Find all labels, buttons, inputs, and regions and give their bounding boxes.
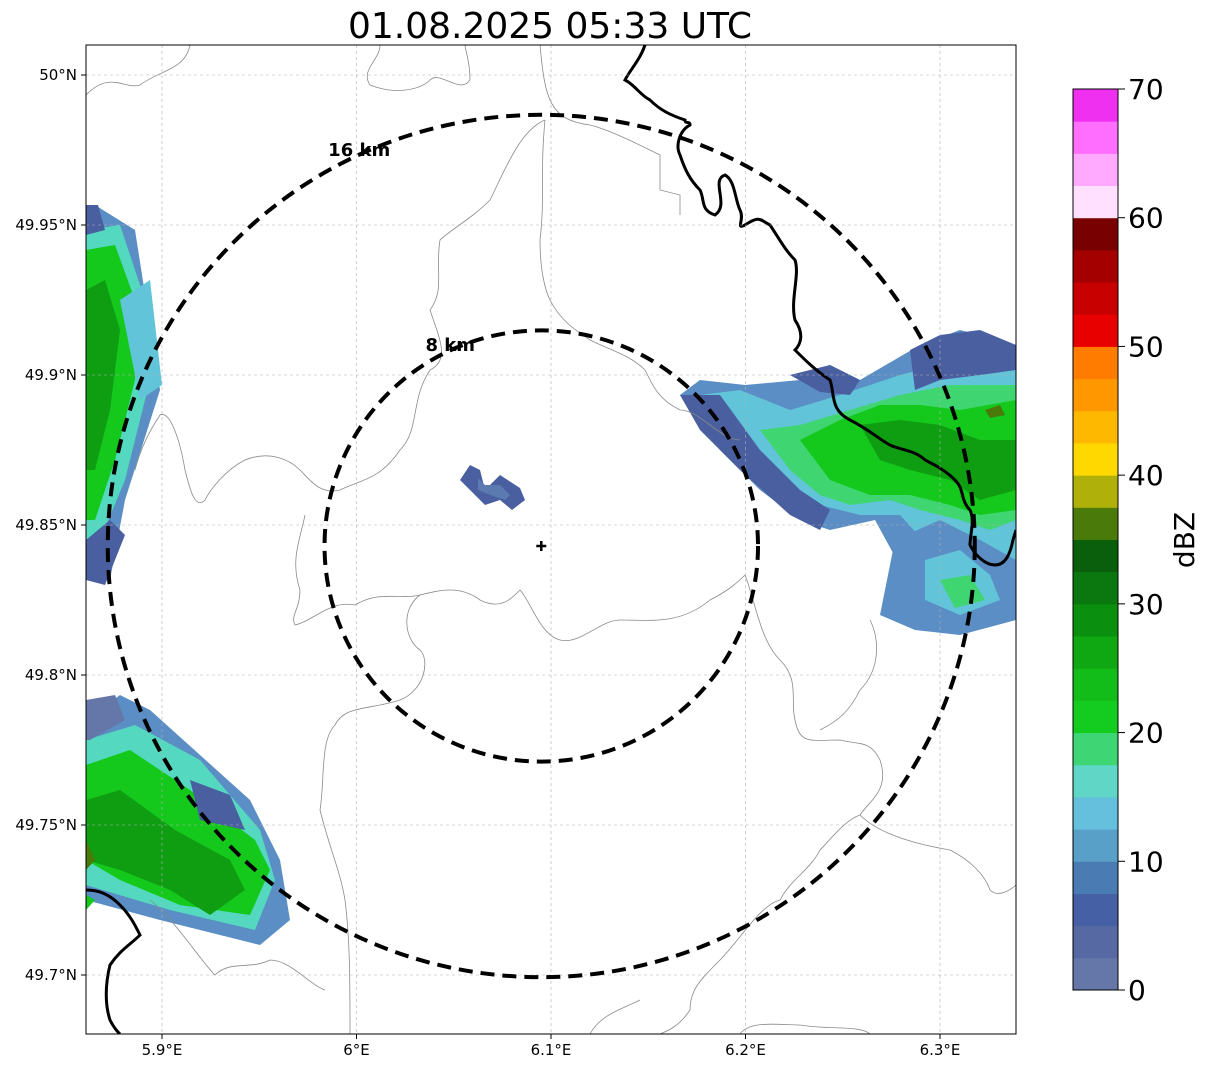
map-panel: 8 km 16 km 5.9°E 6°E 6.1°E 6.2°E 6.3°E 50°N 4… [15, 44, 1017, 1059]
echo-cell-west [86, 205, 162, 585]
y-tick-label: 49.9°N [25, 366, 77, 384]
colorbar-swatch [1073, 346, 1118, 380]
colorbar-swatch [1073, 957, 1118, 991]
colorbar-swatches [1073, 89, 1118, 991]
y-tick-label: 49.75°N [15, 816, 77, 834]
colorbar-swatch [1073, 571, 1118, 605]
colorbar-tick-label: 0 [1128, 974, 1146, 1007]
colorbar: 0 10 20 30 40 50 60 70 dBZ [1072, 73, 1201, 1007]
x-tick-label: 6.2°E [725, 1041, 766, 1059]
colorbar-swatch [1073, 153, 1118, 187]
colorbar-swatch [1073, 282, 1118, 315]
figure-title: 01.08.2025 05:33 UTC [348, 6, 752, 47]
y-axis-ticks: 50°N 49.95°N 49.9°N 49.85°N 49.8°N 49.75°N 49.… [15, 66, 86, 984]
echo-cell-east-band [680, 330, 1016, 635]
x-tick-label: 6°E [343, 1041, 370, 1059]
colorbar-swatch [1073, 217, 1118, 251]
colorbar-tick-label: 10 [1128, 845, 1164, 878]
colorbar-swatch [1073, 796, 1118, 830]
colorbar-swatch [1073, 732, 1118, 766]
colorbar-swatch [1073, 893, 1118, 927]
colorbar-tick-label: 40 [1128, 459, 1164, 492]
colorbar-swatch [1073, 507, 1118, 540]
colorbar-swatch [1073, 764, 1118, 798]
colorbar-label: dBZ [1168, 512, 1201, 568]
colorbar-frame [1072, 88, 1119, 991]
colorbar-tick-label: 30 [1128, 588, 1164, 621]
y-tick-label: 49.95°N [15, 216, 77, 234]
colorbar-swatch [1073, 668, 1118, 701]
colorbar-swatch [1073, 410, 1118, 444]
y-tick-label: 50°N [39, 66, 77, 84]
ring-label-8km: 8 km [425, 335, 475, 356]
colorbar-ticks: 0 10 20 30 40 50 60 70 [1118, 73, 1164, 1007]
x-tick-label: 6.3°E [920, 1041, 961, 1059]
colorbar-swatch [1073, 442, 1118, 476]
colorbar-swatch [1073, 636, 1118, 669]
x-axis-ticks: 5.9°E 6°E 6.1°E 6.2°E 6.3°E [142, 1034, 961, 1059]
x-tick-label: 5.9°E [142, 1041, 183, 1059]
colorbar-swatch [1073, 249, 1118, 283]
colorbar-swatch [1073, 700, 1118, 734]
x-tick-label: 6.1°E [531, 1041, 572, 1059]
colorbar-swatch [1073, 475, 1118, 508]
y-tick-label: 49.85°N [15, 516, 77, 534]
colorbar-swatch [1073, 539, 1118, 573]
colorbar-tick-label: 50 [1128, 330, 1164, 363]
colorbar-swatch [1073, 185, 1118, 219]
country-border [86, 45, 1016, 1034]
colorbar-swatch [1073, 378, 1118, 412]
range-rings [105, 112, 977, 980]
range-ring-16km [105, 112, 977, 980]
colorbar-swatch [1073, 603, 1118, 637]
colorbar-tick-label: 20 [1128, 717, 1164, 750]
gridlines [86, 45, 1016, 1034]
colorbar-swatch [1073, 829, 1118, 862]
range-ring-8km [322, 328, 761, 764]
colorbar-swatch [1073, 925, 1118, 959]
colorbar-tick-label: 70 [1128, 73, 1164, 106]
colorbar-swatch [1073, 861, 1118, 894]
colorbar-swatch [1073, 314, 1118, 347]
district-borders [86, 45, 1016, 1034]
colorbar-swatch [1073, 89, 1118, 122]
radar-echoes [86, 205, 1016, 945]
y-tick-label: 49.8°N [25, 666, 77, 684]
radar-site-marker [536, 541, 547, 551]
echo-cell-central [460, 465, 525, 510]
colorbar-tick-label: 60 [1128, 202, 1164, 235]
colorbar-swatch [1073, 121, 1118, 154]
echo-cell-southwest [86, 695, 290, 945]
y-tick-label: 49.7°N [25, 966, 77, 984]
ring-label-16km: 16 km [328, 140, 390, 161]
